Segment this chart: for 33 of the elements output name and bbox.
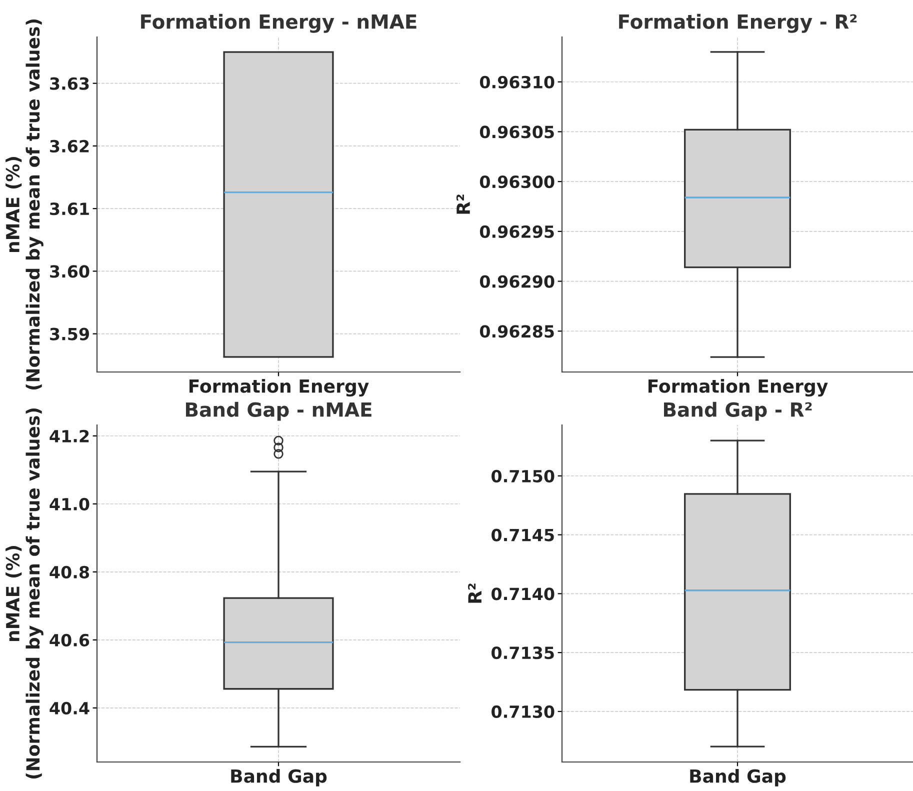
y-tick-label: 40.4 <box>50 702 90 714</box>
y-tick-label: 0.96305 <box>480 126 554 138</box>
y-tick-label: 41.2 <box>50 430 89 442</box>
y-axis-title: nMAE (%) (Normalized by mean of true values) <box>6 408 44 778</box>
chart-title: Formation Energy - nMAE <box>141 14 416 33</box>
chart-title: Band Gap - nMAE <box>186 402 372 421</box>
y-tick-label: 0.7150 <box>492 470 554 482</box>
y-tick-label: 0.96310 <box>480 76 554 88</box>
y-tick-label: 0.96300 <box>480 176 554 188</box>
y-axis-title: nMAE (%) (Normalized by mean of true values) <box>6 20 44 390</box>
y-tick-label: 3.62 <box>50 140 89 153</box>
y-tick-label: 0.7135 <box>492 646 554 660</box>
y-tick-label: 0.7140 <box>492 588 554 600</box>
y-axis-title: R² <box>456 194 470 214</box>
y-tick-label: 3.61 <box>50 202 89 216</box>
y-tick-label: 3.59 <box>50 328 89 340</box>
x-tick-label: Band Gap <box>231 768 327 786</box>
y-tick-label: 0.96285 <box>480 325 554 338</box>
chart-title: Formation Energy - R² <box>619 14 857 33</box>
chart-title: Band Gap - R² <box>664 402 812 421</box>
y-tick-label: 3.63 <box>50 77 89 90</box>
y-tick-label: 40.6 <box>50 634 90 646</box>
x-tick-label: Formation Energy <box>648 378 828 397</box>
y-tick-label: 0.7130 <box>492 705 554 718</box>
y-tick-label: 3.60 <box>50 265 90 278</box>
y-tick-label: 41.0 <box>50 498 90 510</box>
y-axis-title: R² <box>468 584 482 603</box>
y-tick-label: 0.96295 <box>480 225 554 238</box>
y-tick-label: 0.7145 <box>492 528 554 542</box>
y-tick-label: 0.96290 <box>480 275 554 288</box>
y-tick-label: 40.8 <box>50 566 90 578</box>
x-tick-label: Formation Energy <box>190 378 369 397</box>
x-tick-label: Band Gap <box>690 768 786 786</box>
